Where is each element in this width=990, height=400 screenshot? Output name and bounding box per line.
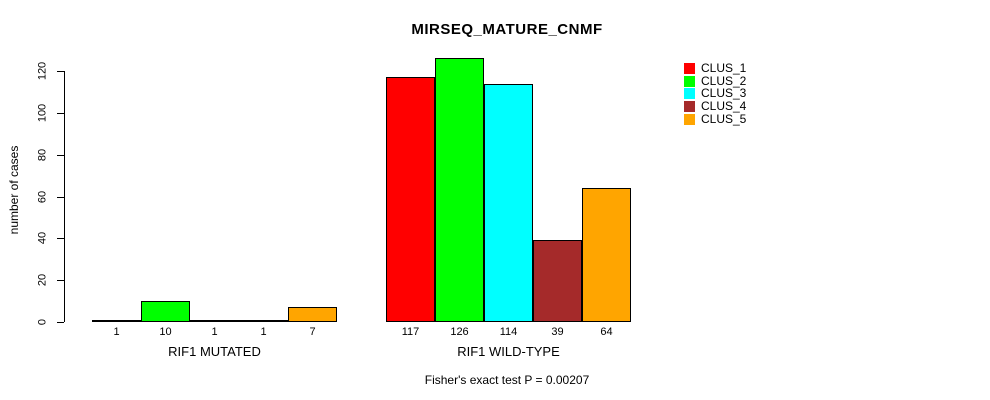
bar-value-label: 7 xyxy=(309,326,316,338)
legend-swatch-icon xyxy=(684,88,695,100)
bar-clus_5 xyxy=(582,188,631,322)
legend-swatch-icon xyxy=(684,63,695,74)
chart-title: MIRSEQ_MATURE_CNMF xyxy=(411,21,603,38)
fisher-test-annotation: Fisher's exact test P = 0.00207 xyxy=(424,373,590,387)
y-tick-label: 20 xyxy=(36,273,49,287)
bar-value-label: 1 xyxy=(113,326,120,338)
legend-swatch-icon xyxy=(684,75,695,87)
bar-clus_3 xyxy=(190,320,239,322)
bar-value-label: 10 xyxy=(159,326,172,338)
bar-clus_4 xyxy=(239,320,288,322)
x-group-label: RIF1 WILD-TYPE xyxy=(457,344,560,359)
bar-clus_1 xyxy=(386,77,435,322)
bar-clus_1 xyxy=(92,320,141,322)
y-tick xyxy=(57,113,64,114)
bar-clus_2 xyxy=(435,58,484,322)
y-tick xyxy=(57,71,64,72)
y-tick xyxy=(57,155,64,156)
y-tick xyxy=(57,322,64,323)
y-tick xyxy=(57,197,64,198)
x-group-label: RIF1 MUTATED xyxy=(168,344,261,359)
y-axis-label: number of cases xyxy=(7,145,21,235)
y-tick-label: 60 xyxy=(36,190,49,204)
y-tick-label: 120 xyxy=(36,61,49,81)
bar-clus_4 xyxy=(533,240,582,322)
bar-clus_5 xyxy=(288,307,337,322)
bar-value-label: 1 xyxy=(260,326,267,338)
y-axis-line xyxy=(64,71,65,322)
bar-clus_2 xyxy=(141,301,190,322)
bar-value-label: 117 xyxy=(401,326,420,338)
bar-clus_3 xyxy=(484,84,533,322)
bar-value-label: 1 xyxy=(211,326,218,338)
bar-value-label: 39 xyxy=(551,326,564,338)
y-tick xyxy=(57,280,64,281)
legend-label: CLUS_3 xyxy=(701,86,747,101)
y-tick-label: 0 xyxy=(36,318,49,326)
bar-value-label: 64 xyxy=(600,326,613,338)
y-tick-label: 80 xyxy=(36,148,49,162)
legend-label: CLUS_4 xyxy=(701,99,747,114)
legend-label: CLUS_1 xyxy=(701,61,747,75)
legend-swatch-icon xyxy=(684,101,695,113)
bar-value-label: 114 xyxy=(499,326,518,338)
y-tick-label: 100 xyxy=(36,103,49,123)
y-tick xyxy=(57,238,64,239)
legend-label: CLUS_5 xyxy=(701,111,747,126)
y-tick-label: 40 xyxy=(36,231,49,245)
bar-value-label: 126 xyxy=(450,326,469,338)
legend-label: CLUS_2 xyxy=(701,73,747,88)
legend-swatch-icon xyxy=(684,113,695,125)
